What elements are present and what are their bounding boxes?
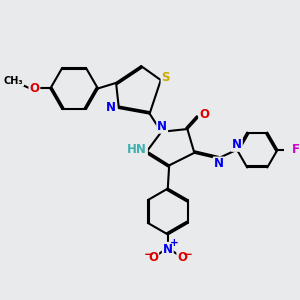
Text: F: F xyxy=(292,143,300,157)
Text: O: O xyxy=(177,251,187,264)
Text: N: N xyxy=(106,101,116,114)
Text: −: − xyxy=(182,248,192,261)
Text: +: + xyxy=(169,238,178,248)
Text: O: O xyxy=(199,108,209,121)
Text: N: N xyxy=(157,120,167,133)
Text: S: S xyxy=(162,71,170,84)
Text: N: N xyxy=(163,243,173,256)
Text: N: N xyxy=(214,158,224,170)
Text: N: N xyxy=(232,138,242,151)
Text: O: O xyxy=(148,251,158,264)
Text: −: − xyxy=(143,248,153,261)
Text: CH₃: CH₃ xyxy=(4,76,23,86)
Text: HN: HN xyxy=(127,143,147,157)
Text: O: O xyxy=(29,82,39,95)
